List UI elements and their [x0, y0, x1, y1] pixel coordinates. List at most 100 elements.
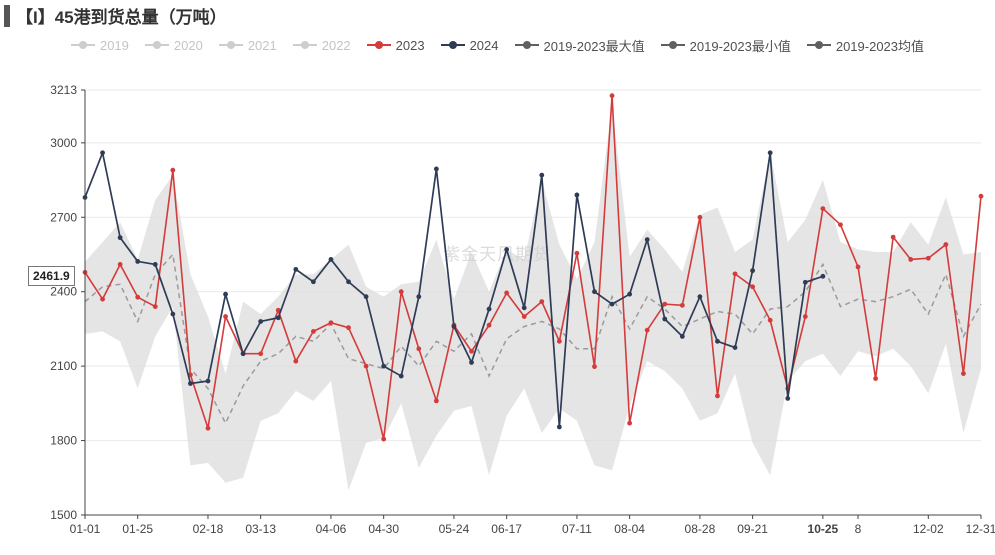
x-tick-label: 06-17 [491, 522, 522, 536]
series-point [645, 237, 650, 242]
series-point [170, 168, 175, 173]
series-point [434, 398, 439, 403]
series-point [487, 323, 492, 328]
series-point [381, 364, 386, 369]
y-tick-label: 2400 [50, 285, 77, 299]
legend: 2019 2020 2021 2022 2023 2024 2019-2023最大值 2019… [0, 32, 995, 58]
legend-swatch [661, 44, 685, 46]
series-point [293, 359, 298, 364]
series-point [399, 289, 404, 294]
series-point [223, 292, 228, 297]
series-point [416, 294, 421, 299]
chart-area: 紫金天风期货150018002100240027003000321301-010… [0, 60, 995, 555]
series-point [908, 257, 913, 262]
series-point [170, 312, 175, 317]
series-point [592, 289, 597, 294]
series-point [539, 173, 544, 178]
series-point [452, 324, 457, 329]
series-point [416, 346, 421, 351]
series-point [276, 315, 281, 320]
legend-item[interactable]: 2022 [293, 38, 351, 53]
series-point [662, 317, 667, 322]
x-tick-label: 08-04 [614, 522, 645, 536]
series-point [627, 421, 632, 426]
series-point [100, 150, 105, 155]
series-point [891, 235, 896, 240]
series-point [311, 329, 316, 334]
series-point [680, 334, 685, 339]
series-point [715, 394, 720, 399]
legend-item[interactable]: 2023 [367, 38, 425, 53]
legend-swatch [807, 44, 831, 46]
series-point [733, 345, 738, 350]
series-point [750, 284, 755, 289]
series-point [592, 364, 597, 369]
series-point [627, 292, 632, 297]
series-point [135, 295, 140, 300]
series-point [662, 302, 667, 307]
series-point [188, 381, 193, 386]
legend-item[interactable]: 2021 [219, 38, 277, 53]
series-point [118, 262, 123, 267]
series-point [329, 257, 334, 262]
y-tick-label: 2100 [50, 359, 77, 373]
series-point [610, 93, 615, 98]
series-point [838, 222, 843, 227]
x-tick-label: 03-13 [245, 522, 276, 536]
y-tick-label: 1800 [50, 434, 77, 448]
series-point [557, 425, 562, 430]
x-tick-label: 08-28 [685, 522, 716, 536]
legend-item[interactable]: 2020 [145, 38, 203, 53]
series-point [434, 166, 439, 171]
series-point [785, 396, 790, 401]
x-tick-label: 01-25 [122, 522, 153, 536]
line-chart: 紫金天风期货150018002100240027003000321301-010… [0, 60, 995, 555]
series-point [768, 150, 773, 155]
series-point [733, 271, 738, 276]
series-point [856, 264, 861, 269]
y-tick-label: 3000 [50, 136, 77, 150]
series-point [680, 303, 685, 308]
series-point [873, 376, 878, 381]
series-point [715, 339, 720, 344]
x-tick-label: 8 [855, 522, 862, 536]
series-point [118, 235, 123, 240]
series-point [469, 360, 474, 365]
legend-item[interactable]: 2019-2023均值 [807, 36, 924, 55]
series-point [135, 259, 140, 264]
legend-swatch [293, 44, 317, 46]
series-point [153, 262, 158, 267]
series-point [645, 328, 650, 333]
series-point [575, 193, 580, 198]
x-tick-label: 02-18 [193, 522, 224, 536]
x-tick-label: 12-31 [966, 522, 995, 536]
series-point [961, 371, 966, 376]
legend-swatch [515, 44, 539, 46]
legend-label: 2022 [322, 38, 351, 53]
series-point [381, 437, 386, 442]
series-point [258, 351, 263, 356]
legend-swatch [71, 44, 95, 46]
series-point [100, 297, 105, 302]
series-point [504, 291, 509, 296]
legend-item[interactable]: 2019-2023最小值 [661, 36, 791, 55]
series-point [820, 206, 825, 211]
legend-item[interactable]: 2024 [441, 38, 499, 53]
series-point [522, 305, 527, 310]
series-point [206, 426, 211, 431]
legend-item[interactable]: 2019 [71, 38, 129, 53]
x-tick-label: 12-02 [913, 522, 944, 536]
legend-item[interactable]: 2019-2023最大值 [515, 36, 645, 55]
series-point [364, 294, 369, 299]
legend-swatch [219, 44, 243, 46]
series-point [698, 294, 703, 299]
x-tick-label: 09-21 [737, 522, 768, 536]
series-point [943, 242, 948, 247]
series-point [539, 299, 544, 304]
chart-title: 【I】45港到货总量（万吨） [16, 3, 227, 28]
series-point [364, 364, 369, 369]
legend-swatch [145, 44, 169, 46]
series-point [557, 339, 562, 344]
series-point [610, 302, 615, 307]
series-point [820, 274, 825, 279]
